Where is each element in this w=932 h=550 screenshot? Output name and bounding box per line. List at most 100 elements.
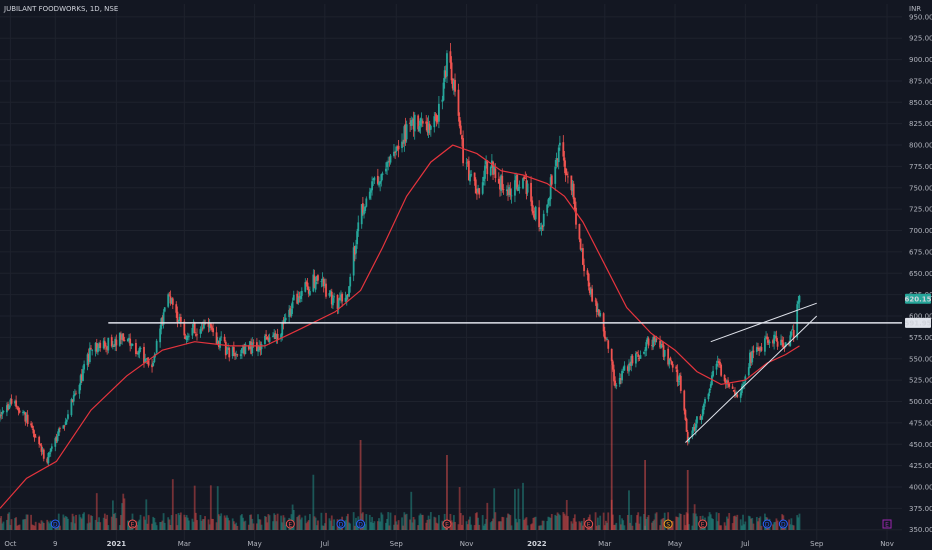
candle-body bbox=[284, 317, 287, 321]
candle-body bbox=[298, 296, 301, 298]
volume-bar bbox=[203, 519, 205, 530]
candle-body bbox=[62, 425, 65, 429]
volume-bar bbox=[267, 514, 270, 530]
earnings-badge[interactable]: E bbox=[442, 519, 452, 529]
candle-body bbox=[655, 338, 658, 340]
price-tick-label: 900.00 bbox=[909, 56, 932, 64]
volume-bar bbox=[199, 514, 202, 530]
badge-shape bbox=[285, 519, 295, 529]
volume-bar bbox=[732, 516, 735, 530]
earnings-badge[interactable]: E bbox=[584, 519, 594, 529]
candle-body bbox=[128, 337, 130, 340]
volume-bar bbox=[410, 491, 413, 530]
candle-body bbox=[25, 415, 28, 421]
dividend-badge[interactable]: D bbox=[336, 519, 346, 529]
candle-body bbox=[628, 363, 630, 372]
volume-bar bbox=[533, 517, 536, 530]
candle-body bbox=[292, 294, 295, 301]
candle-body bbox=[662, 345, 665, 357]
candle-body bbox=[474, 179, 477, 194]
volume-bar bbox=[677, 517, 680, 530]
time-tick-label: Sep bbox=[390, 540, 404, 548]
volume-bar bbox=[526, 525, 529, 530]
volume-bar bbox=[208, 524, 211, 530]
volume-bar bbox=[65, 516, 68, 530]
candle-body bbox=[126, 339, 129, 342]
volume-bar bbox=[502, 517, 505, 530]
volume-bar bbox=[481, 515, 484, 530]
candle-body bbox=[631, 355, 634, 364]
candle-body bbox=[402, 142, 405, 144]
candle-body bbox=[129, 338, 132, 346]
volume-bar bbox=[373, 521, 376, 530]
dividend-badge[interactable]: D bbox=[762, 519, 772, 529]
volume-bar bbox=[95, 493, 98, 530]
trendlines[interactable] bbox=[685, 302, 818, 443]
chart-title: JUBILANT FOODWORKS, 1D, NSE bbox=[3, 5, 118, 13]
candle-body bbox=[106, 346, 109, 350]
earnings-badge[interactable]: E bbox=[127, 519, 137, 529]
volume-bar bbox=[143, 516, 145, 530]
split-badge[interactable]: S bbox=[663, 519, 673, 529]
candle-body bbox=[1, 412, 4, 415]
volume-bar bbox=[274, 514, 277, 530]
volume-bar bbox=[228, 520, 231, 530]
candle-body bbox=[525, 180, 528, 194]
volume-bar bbox=[579, 522, 582, 530]
candle-body bbox=[63, 425, 66, 427]
volume-bar bbox=[534, 516, 537, 530]
volume-bar bbox=[121, 503, 124, 530]
volume-bar bbox=[723, 522, 726, 530]
volume-bar bbox=[466, 524, 469, 530]
candle-body bbox=[587, 273, 590, 287]
volume-bar bbox=[734, 515, 736, 530]
candle-body bbox=[677, 381, 680, 382]
candle-body bbox=[438, 103, 440, 122]
dividend-badge[interactable]: D bbox=[356, 519, 366, 529]
volume-bar bbox=[614, 524, 617, 530]
candle-body bbox=[155, 340, 158, 353]
volume-bar bbox=[629, 522, 632, 530]
dividend-badge[interactable]: D bbox=[50, 519, 60, 529]
candle-body bbox=[212, 328, 215, 333]
time-axis[interactable]: Oct 9 2021 Mar May Jul Sep Nov 2022 Mar May Jul Sep N… bbox=[4, 540, 894, 548]
volume-bar bbox=[613, 525, 615, 530]
candle-body bbox=[87, 354, 90, 362]
candle-body bbox=[661, 343, 664, 345]
candle-body bbox=[434, 114, 437, 116]
dividend-badge[interactable]: D bbox=[778, 519, 788, 529]
candle-body bbox=[379, 181, 382, 184]
candle-body bbox=[611, 361, 614, 370]
volume-bar bbox=[72, 516, 75, 530]
candle-body bbox=[457, 89, 460, 116]
volume-bar bbox=[518, 518, 521, 530]
volume-bar bbox=[115, 518, 118, 530]
candle-body bbox=[323, 283, 326, 287]
volume-bar bbox=[59, 525, 61, 530]
price-axis[interactable]: 950.00 925.00 900.00 875.00 850.00 825.00 800.… bbox=[909, 13, 932, 534]
candle-body bbox=[186, 336, 189, 338]
future-earnings-badge[interactable]: E bbox=[882, 519, 892, 529]
candle-body bbox=[679, 375, 682, 391]
volume-bar bbox=[470, 524, 473, 530]
candle-body bbox=[758, 347, 761, 351]
candle-body bbox=[300, 290, 303, 296]
volume-bar bbox=[231, 518, 234, 530]
candle-body bbox=[275, 334, 278, 338]
volume-bar bbox=[188, 520, 190, 530]
candle-body bbox=[289, 308, 292, 316]
volume-bar bbox=[147, 515, 150, 530]
volume-bar bbox=[743, 524, 746, 530]
volume-bar bbox=[759, 516, 762, 530]
volume-bar bbox=[790, 518, 793, 530]
earnings-badge[interactable]: E bbox=[285, 519, 295, 529]
earnings-badge[interactable]: E bbox=[698, 519, 708, 529]
volume-bar bbox=[31, 524, 34, 530]
candle-body bbox=[175, 304, 178, 313]
candle-body bbox=[557, 147, 560, 163]
candle-body bbox=[243, 346, 246, 355]
